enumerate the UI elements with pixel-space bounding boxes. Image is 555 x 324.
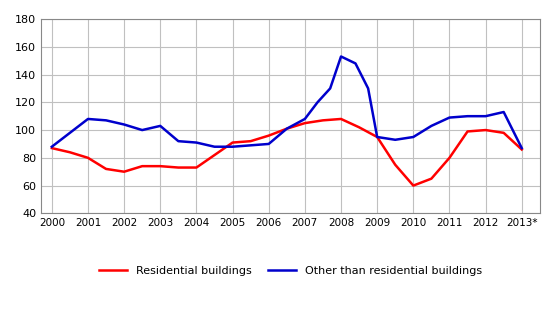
Residential buildings [392, 163, 398, 167]
Residential buildings [337, 117, 344, 121]
Residential buildings [157, 164, 164, 168]
Other than residential buildings [121, 122, 128, 126]
Residential buildings [374, 135, 381, 139]
Other than residential buildings [327, 87, 334, 90]
Residential buildings [67, 150, 73, 154]
Residential buildings [85, 156, 92, 160]
Other than residential buildings [518, 146, 525, 150]
Other than residential buildings [374, 135, 381, 139]
Other than residential buildings [67, 131, 73, 135]
Other than residential buildings [464, 114, 471, 118]
Other than residential buildings [103, 118, 109, 122]
Residential buildings [464, 130, 471, 133]
Residential buildings [356, 125, 362, 129]
Residential buildings [121, 170, 128, 174]
Residential buildings [320, 118, 326, 122]
Other than residential buildings [392, 138, 398, 142]
Residential buildings [248, 139, 254, 143]
Line: Residential buildings: Residential buildings [52, 119, 522, 186]
Other than residential buildings [410, 135, 417, 139]
Residential buildings [229, 141, 236, 145]
Residential buildings [301, 121, 308, 125]
Residential buildings [139, 164, 145, 168]
Other than residential buildings [85, 117, 92, 121]
Residential buildings [211, 153, 218, 157]
Other than residential buildings [301, 117, 308, 121]
Residential buildings [284, 127, 290, 131]
Other than residential buildings [211, 145, 218, 149]
Residential buildings [446, 156, 453, 160]
Line: Other than residential buildings: Other than residential buildings [52, 56, 522, 148]
Other than residential buildings [193, 141, 200, 145]
Other than residential buildings [265, 142, 272, 146]
Other than residential buildings [48, 145, 55, 149]
Other than residential buildings [501, 110, 507, 114]
Other than residential buildings [284, 127, 290, 131]
Other than residential buildings [248, 144, 254, 147]
Other than residential buildings [446, 116, 453, 120]
Other than residential buildings [482, 114, 489, 118]
Other than residential buildings [337, 54, 344, 58]
Residential buildings [103, 167, 109, 171]
Residential buildings [518, 147, 525, 151]
Residential buildings [48, 146, 55, 150]
Other than residential buildings [157, 124, 164, 128]
Other than residential buildings [365, 87, 371, 90]
Residential buildings [501, 131, 507, 135]
Residential buildings [482, 128, 489, 132]
Other than residential buildings [314, 100, 321, 104]
Residential buildings [265, 134, 272, 138]
Residential buildings [175, 166, 181, 169]
Legend: Residential buildings, Other than residential buildings: Residential buildings, Other than reside… [94, 262, 486, 281]
Residential buildings [193, 166, 200, 169]
Other than residential buildings [352, 62, 359, 65]
Residential buildings [428, 177, 435, 180]
Residential buildings [410, 184, 417, 188]
Other than residential buildings [175, 139, 181, 143]
Other than residential buildings [139, 128, 145, 132]
Other than residential buildings [229, 145, 236, 149]
Other than residential buildings [428, 124, 435, 128]
